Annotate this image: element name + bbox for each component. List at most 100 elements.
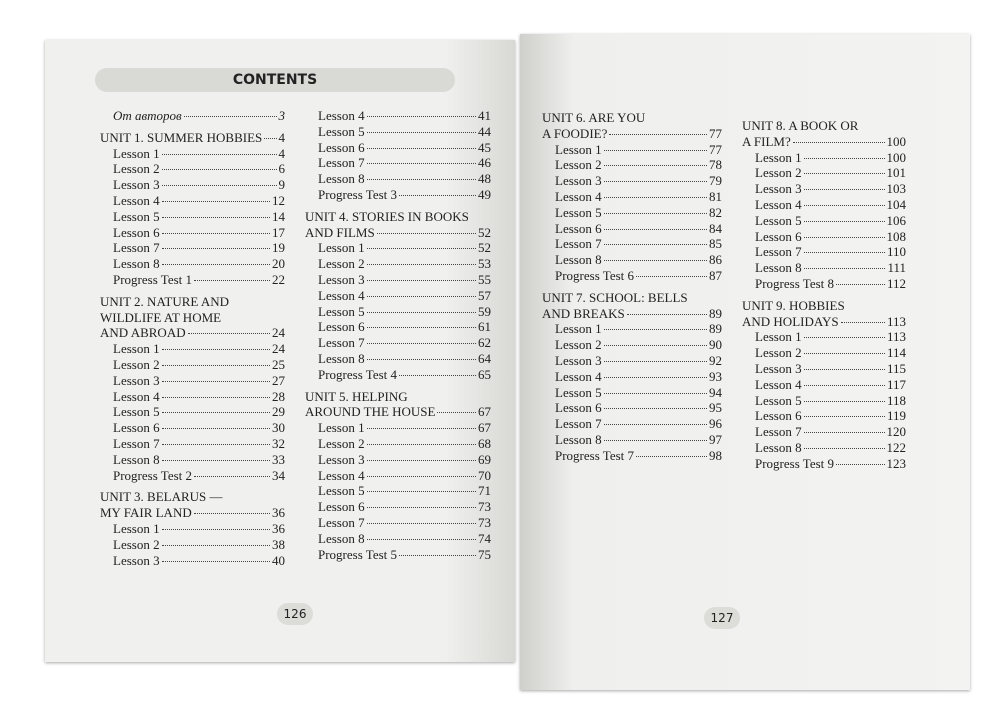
entry: Lesson 6 45 [305, 140, 491, 156]
unit-line: UNIT 5. HELPING [305, 389, 491, 405]
entry: Lesson 2 90 [542, 337, 722, 353]
leader [603, 149, 707, 151]
leader [161, 396, 270, 398]
entry-title: Lesson 3 [113, 177, 160, 193]
unit-entry: UNIT 6. ARE YOU A FOODIE? 77 [542, 110, 722, 142]
entry: Lesson 8 122 [742, 440, 906, 456]
entry-title: Progress Test 5 [318, 546, 398, 562]
entry: Lesson 2 38 [100, 537, 285, 553]
entry-title: Lesson 8 [113, 451, 160, 467]
entry: Lesson 8 64 [305, 351, 491, 367]
entry: Lesson 3 55 [305, 272, 491, 288]
leader [803, 447, 885, 449]
page-ref: 89 [709, 321, 722, 337]
entry: Lesson 6 108 [742, 229, 906, 245]
leader [366, 507, 476, 509]
entry: Lesson 4 70 [305, 468, 491, 484]
page-ref: 90 [709, 337, 722, 353]
unit-title: AND BREAKS [542, 305, 625, 321]
unit-title: UNIT 6. ARE YOU [542, 110, 646, 125]
leader [603, 228, 707, 230]
entry-title: Lesson 4 [113, 388, 160, 404]
entry-title: Lesson 5 [318, 303, 365, 319]
page-ref: 14 [272, 208, 285, 224]
unit-entry: UNIT 5. HELPING AROUND THE HOUSE 67 [305, 389, 491, 421]
entry-title: Lesson 8 [555, 431, 602, 447]
entry-title: Lesson 5 [755, 212, 802, 228]
entry: Progress Test 8 112 [742, 276, 906, 292]
page-ref: 103 [886, 181, 907, 197]
leader [366, 459, 476, 461]
entry-title: Lesson 7 [555, 416, 602, 432]
entry-title: Lesson 5 [113, 404, 160, 420]
unit-title: WILDLIFE AT HOME [100, 309, 222, 325]
leader [803, 368, 885, 370]
entry-title: Lesson 2 [755, 165, 802, 181]
entry: Lesson 2 78 [542, 157, 722, 173]
entry-title: Lesson 5 [318, 123, 365, 139]
entry-title: Lesson 4 [555, 368, 602, 384]
leader [161, 248, 270, 250]
unit-line: UNIT 4. STORIES IN BOOKS [305, 209, 491, 225]
entry-title: Progress Test 2 [113, 467, 193, 483]
unit-line: UNIT 2. NATURE AND [100, 294, 285, 310]
entry-title: Lesson 7 [318, 514, 365, 530]
entry: Lesson 7 110 [742, 244, 906, 260]
page-ref: 24 [272, 341, 285, 357]
page-ref: 40 [272, 552, 285, 568]
entry-title: Lesson 6 [318, 499, 365, 515]
leader [193, 513, 270, 515]
entry: Lesson 3 115 [742, 361, 906, 377]
unit-line: UNIT 3. BELARUS — [100, 489, 285, 505]
entry-title: Lesson 1 [755, 149, 802, 165]
page-ref: 59 [478, 303, 491, 319]
unit-entry: UNIT 8. A BOOK OR A FILM? 100 [742, 118, 906, 150]
entry: Progress Test 7 98 [542, 448, 722, 464]
entry: Lesson 6 84 [542, 221, 722, 237]
entry-title: Lesson 2 [555, 157, 602, 173]
page-ref: 115 [886, 360, 906, 376]
leader [161, 185, 277, 187]
leader [803, 220, 885, 222]
entry: Lesson 4 93 [542, 369, 722, 385]
leader [366, 522, 476, 524]
entry: Lesson 8 97 [542, 432, 722, 448]
page-ref: 84 [709, 220, 722, 236]
entry-title: Lesson 1 [318, 420, 365, 436]
leader [399, 194, 476, 196]
entry: Lesson 4 104 [742, 197, 906, 213]
leader [803, 189, 885, 191]
entry-title: Progress Test 1 [113, 271, 193, 287]
leader [366, 443, 476, 445]
unit-line: AROUND THE HOUSE 67 [305, 404, 491, 420]
entry-title: Lesson 4 [755, 376, 802, 392]
page-ref: 67 [478, 420, 491, 436]
entry-title: Lesson 6 [555, 400, 602, 416]
entry: Progress Test 2 34 [100, 468, 285, 484]
leader [803, 432, 885, 434]
entry: Lesson 6 30 [100, 420, 285, 436]
leader [366, 428, 476, 430]
leader [603, 212, 707, 214]
entry: Lesson 1 24 [100, 341, 285, 357]
entry-title: Lesson 3 [755, 181, 802, 197]
page-ref: 62 [478, 335, 491, 351]
leader [161, 153, 277, 155]
leader [836, 463, 885, 465]
page-ref: 61 [478, 319, 491, 335]
leader [366, 163, 476, 165]
page-ref: 55 [478, 271, 491, 287]
entry-title: Lesson 8 [318, 350, 365, 366]
unit-title: UNIT 5. HELPING [305, 388, 408, 404]
unit-entry: UNIT 2. NATURE AND WILDLIFE AT HOME AND AB… [100, 294, 285, 341]
entry: Progress Test 3 49 [305, 187, 491, 203]
entry: Progress Test 9 123 [742, 456, 906, 472]
unit-line: MY FAIR LAND 36 [100, 505, 285, 521]
leader [399, 374, 476, 376]
page-ref: 81 [709, 188, 722, 204]
entry-title: Lesson 1 [755, 329, 802, 345]
entry-title: Progress Test 6 [555, 267, 635, 283]
entry-title: Lesson 6 [555, 220, 602, 236]
leader [636, 455, 707, 457]
column: UNIT 8. A BOOK OR A FILM? 100 Lesson 1 100 Le… [742, 112, 906, 472]
